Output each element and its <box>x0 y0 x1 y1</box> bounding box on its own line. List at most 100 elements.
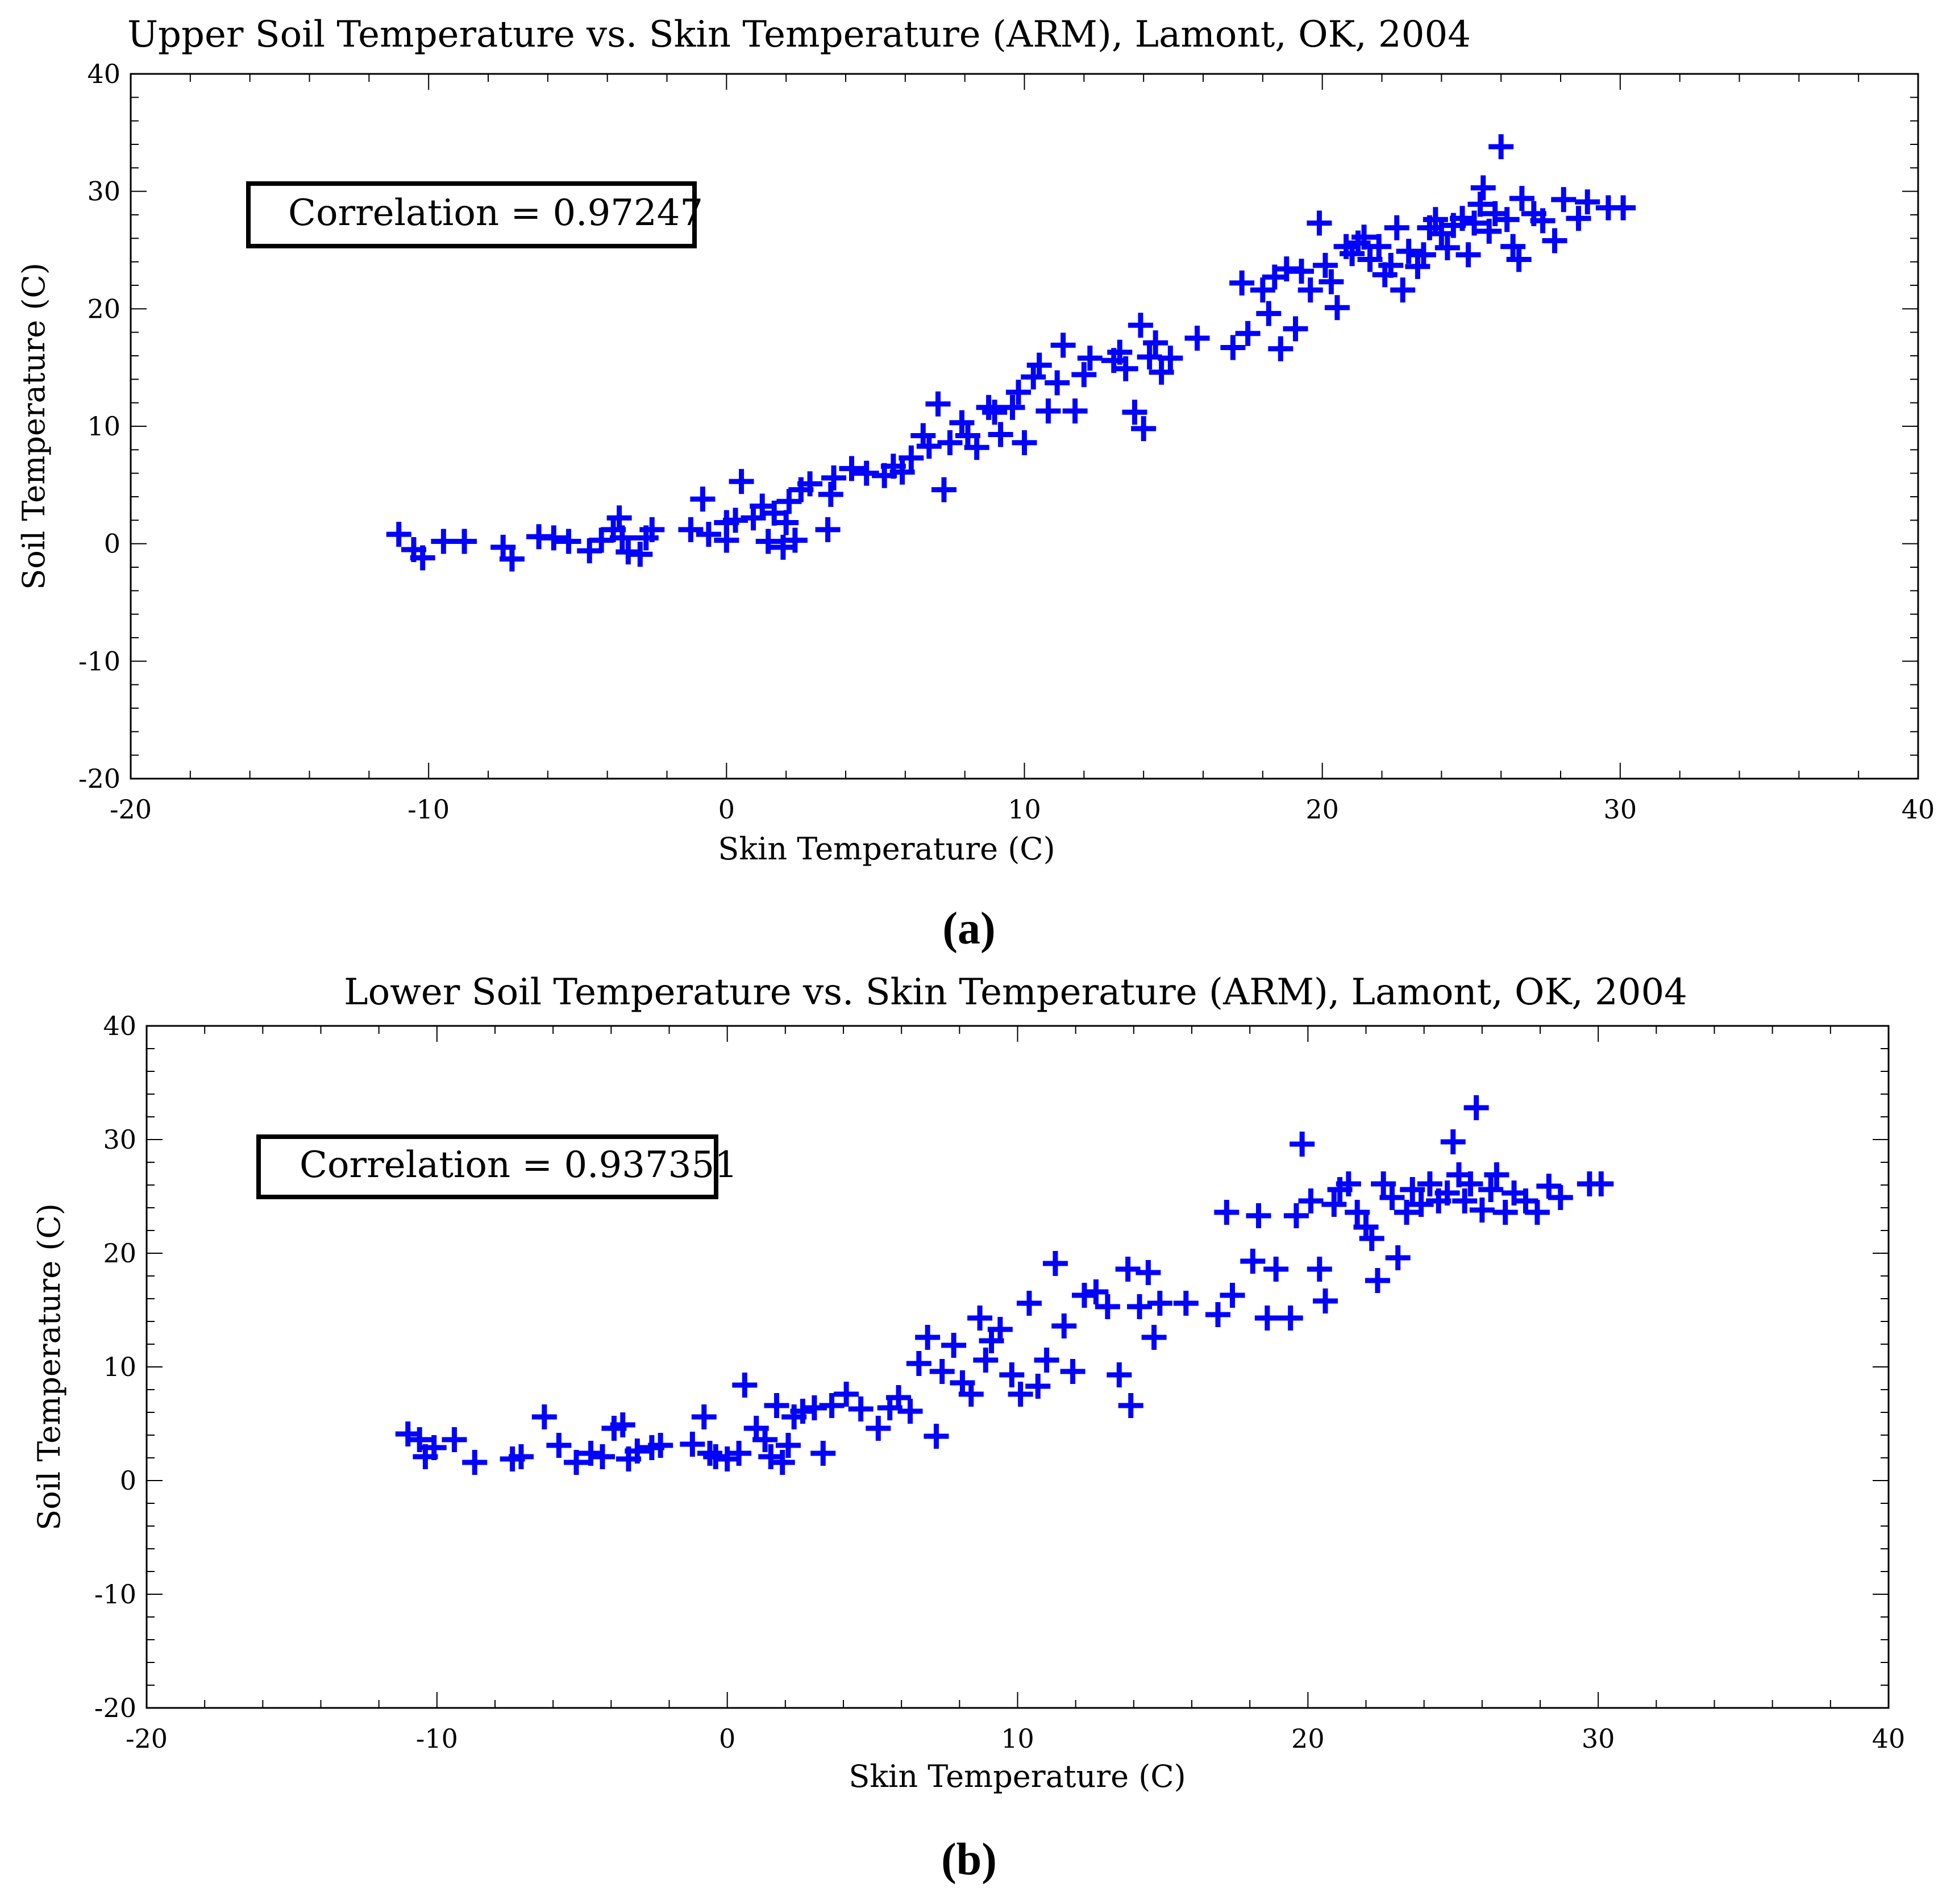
y-axis-label: Soil Temperature (C) <box>31 1203 67 1531</box>
data-point <box>648 1433 673 1458</box>
data-point <box>1050 332 1076 358</box>
data-point <box>1240 1249 1266 1274</box>
data-point <box>1536 1174 1562 1199</box>
data-point <box>1307 1257 1332 1282</box>
data-point <box>925 391 951 417</box>
data-point <box>1492 1200 1518 1225</box>
data-point <box>1417 1171 1442 1196</box>
data-point <box>1458 1171 1483 1196</box>
data-point <box>924 1424 949 1449</box>
data-point <box>1365 1268 1390 1293</box>
data-point <box>1434 235 1460 260</box>
data-point <box>590 1444 615 1469</box>
data-point <box>1467 192 1493 217</box>
data-point <box>1137 344 1162 370</box>
data-point <box>848 1396 874 1421</box>
plot-frame <box>145 1025 1890 1709</box>
data-point <box>1371 1171 1396 1196</box>
correlation-box <box>246 181 697 248</box>
data-point <box>1551 187 1577 213</box>
data-point <box>1290 1132 1315 1157</box>
data-point <box>691 1404 717 1429</box>
data-point <box>1045 370 1070 396</box>
data-point <box>386 522 411 547</box>
data-point <box>758 1444 784 1469</box>
chart-title: Lower Soil Temperature vs. Skin Temperat… <box>344 971 1687 1013</box>
data-point <box>1378 252 1404 278</box>
data-point <box>949 410 975 435</box>
data-point <box>999 1362 1025 1387</box>
data-point <box>1131 416 1157 442</box>
data-point <box>916 434 942 459</box>
data-point <box>1060 1359 1086 1384</box>
x-tick-label: -10 <box>416 1723 458 1754</box>
data-point <box>1235 321 1261 346</box>
y-tick-label: 20 <box>87 293 120 324</box>
data-point <box>797 471 823 497</box>
data-point <box>958 1382 984 1407</box>
data-point <box>987 1317 1013 1342</box>
correlation-label: Correlation = 0.97247 <box>288 192 703 234</box>
data-point <box>982 400 1008 425</box>
data-point <box>1158 346 1183 371</box>
data-point <box>1136 1260 1161 1285</box>
data-point <box>1524 1200 1550 1225</box>
data-point <box>625 1439 650 1464</box>
data-point <box>1379 1185 1405 1210</box>
data-point <box>556 529 581 554</box>
data-point <box>395 1421 421 1446</box>
panel-label-a: (a) <box>942 904 995 954</box>
x-tick-label: -20 <box>110 794 152 825</box>
data-point <box>1256 301 1282 326</box>
data-point <box>1147 1291 1172 1316</box>
y-tick-label: -20 <box>78 763 120 794</box>
data-point <box>1408 1192 1434 1217</box>
data-point <box>906 1351 931 1376</box>
x-tick-label: 10 <box>1001 1723 1034 1754</box>
data-point <box>752 1427 778 1452</box>
correlation-box <box>256 1134 718 1199</box>
data-point <box>410 545 435 571</box>
data-point <box>609 525 635 551</box>
data-point <box>1478 1177 1504 1202</box>
data-point <box>639 517 665 542</box>
data-point <box>1312 252 1338 278</box>
data-point <box>1506 247 1532 272</box>
y-tick-label: 40 <box>87 59 120 89</box>
x-tick-label: 30 <box>1582 1723 1615 1754</box>
data-point <box>1283 1203 1309 1228</box>
x-tick-label: 20 <box>1291 1723 1325 1754</box>
data-point <box>508 1444 534 1469</box>
data-point <box>627 542 653 567</box>
data-point <box>610 1412 635 1437</box>
data-point <box>1385 1245 1411 1270</box>
data-point <box>776 489 802 514</box>
data-point <box>1071 1283 1097 1308</box>
data-point <box>1026 352 1052 378</box>
data-point <box>1263 1257 1289 1282</box>
data-point <box>790 1399 816 1424</box>
data-point <box>452 529 477 554</box>
data-point <box>1312 1288 1338 1313</box>
data-point <box>810 1441 836 1466</box>
data-point <box>696 522 721 547</box>
x-tick-label: 30 <box>1604 794 1637 825</box>
data-point <box>1283 316 1308 342</box>
data-point <box>1450 206 1475 231</box>
data-point <box>1484 1162 1509 1187</box>
data-point <box>897 1399 923 1424</box>
data-point <box>1173 1291 1199 1316</box>
data-point <box>964 435 989 460</box>
data-point <box>690 487 716 512</box>
data-point <box>1250 277 1275 303</box>
data-point <box>1390 277 1416 303</box>
plot-frame <box>130 73 1919 780</box>
x-tick-label: 0 <box>719 1723 735 1754</box>
data-point <box>1141 1325 1167 1350</box>
data-point <box>726 1441 752 1466</box>
data-point <box>1062 398 1088 424</box>
data-point <box>1411 242 1436 268</box>
data-point <box>1220 1283 1245 1308</box>
data-point <box>1254 1306 1280 1331</box>
data-point <box>1470 175 1496 201</box>
